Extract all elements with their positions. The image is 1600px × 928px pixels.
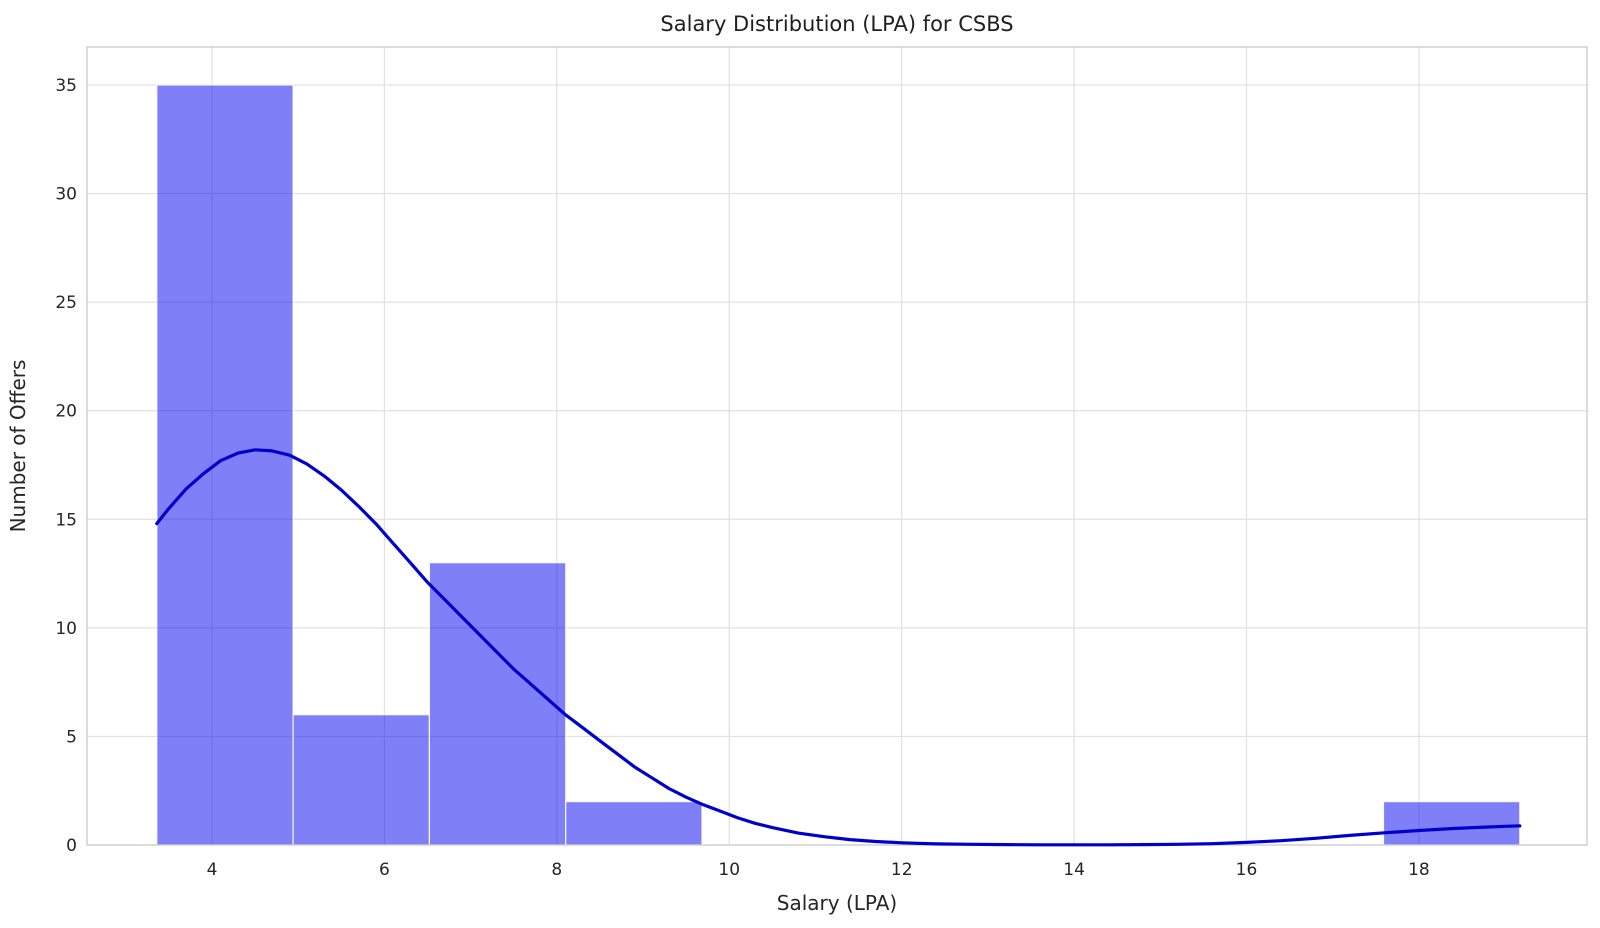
y-axis-tick-labels: 0 5 10 15 20 25 30 35 [55, 76, 77, 856]
y-tick-label: 15 [55, 510, 77, 530]
y-tick-label: 10 [55, 619, 77, 639]
y-tick-label: 20 [55, 402, 77, 422]
histogram-bars [156, 84, 1521, 846]
histogram-bar [565, 800, 703, 846]
histogram-bar [1382, 800, 1521, 846]
x-tick-label: 12 [891, 860, 913, 880]
y-tick-label: 35 [55, 76, 77, 96]
kde-curve [155, 448, 1522, 847]
y-tick-label: 0 [66, 836, 77, 856]
histogram-bar [156, 84, 294, 846]
x-tick-label: 16 [1236, 860, 1258, 880]
y-tick-label: 5 [66, 727, 77, 747]
chart-title: Salary Distribution (LPA) for CSBS [660, 12, 1013, 36]
y-tick-label: 25 [55, 293, 77, 313]
x-axis-tick-labels: 4 6 8 10 12 14 16 18 [207, 860, 1430, 880]
histogram-bar [428, 562, 567, 846]
x-axis-label: Salary (LPA) [777, 891, 897, 915]
x-tick-label: 8 [551, 860, 562, 880]
plot-border [86, 46, 1588, 846]
histogram-bar [292, 714, 431, 846]
x-tick-label: 6 [379, 860, 390, 880]
x-tick-label: 14 [1063, 860, 1085, 880]
x-tick-label: 10 [718, 860, 740, 880]
y-axis-label: Number of Offers [6, 360, 30, 533]
y-tick-label: 30 [55, 185, 77, 205]
x-tick-label: 18 [1408, 860, 1430, 880]
x-tick-label: 4 [207, 860, 218, 880]
